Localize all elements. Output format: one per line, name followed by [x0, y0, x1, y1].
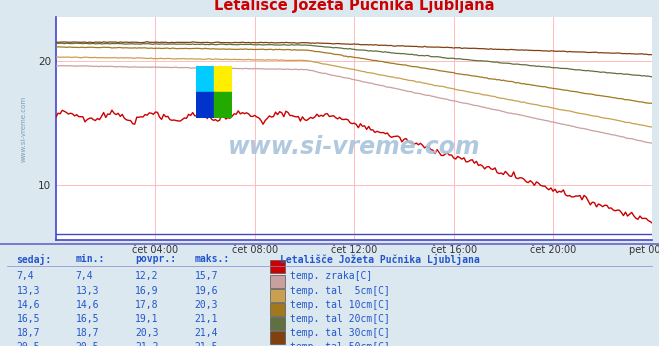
Text: 15,7: 15,7 [194, 271, 218, 281]
Text: 21,2: 21,2 [135, 342, 159, 346]
Text: 20,5: 20,5 [76, 342, 100, 346]
Text: min.:: min.: [76, 254, 105, 264]
Text: 18,7: 18,7 [76, 328, 100, 338]
Bar [270, 331, 285, 344]
Text: temp. tal 50cm[C]: temp. tal 50cm[C] [290, 342, 390, 346]
Text: maks.:: maks.: [194, 254, 229, 264]
Text: 19,1: 19,1 [135, 314, 159, 324]
Text: 7,4: 7,4 [76, 271, 94, 281]
Bar [270, 317, 285, 330]
Text: www.si-vreme.com: www.si-vreme.com [228, 135, 480, 159]
Text: 7,4: 7,4 [16, 271, 34, 281]
Text: 16,5: 16,5 [76, 314, 100, 324]
Text: Letališče Jožeta Pučnika Ljubljana: Letališče Jožeta Pučnika Ljubljana [280, 254, 480, 265]
Text: 19,6: 19,6 [194, 286, 218, 296]
Bar [196, 66, 214, 92]
Text: 16,5: 16,5 [16, 314, 40, 324]
Text: 20,3: 20,3 [135, 328, 159, 338]
Text: temp. zraka[C]: temp. zraka[C] [290, 271, 372, 281]
Text: 12,2: 12,2 [135, 271, 159, 281]
Text: 20,5: 20,5 [16, 342, 40, 346]
Text: 21,4: 21,4 [194, 328, 218, 338]
Title: Letališče Jožeta Pučnika Ljubljana: Letališče Jožeta Pučnika Ljubljana [214, 0, 494, 13]
Text: 13,3: 13,3 [16, 286, 40, 296]
Bar [270, 303, 285, 316]
Text: 18,7: 18,7 [16, 328, 40, 338]
Bar [270, 260, 285, 273]
Text: 14,6: 14,6 [16, 300, 40, 310]
Text: temp. tal 10cm[C]: temp. tal 10cm[C] [290, 300, 390, 310]
Text: sedaj:: sedaj: [16, 254, 51, 265]
Text: www.si-vreme.com: www.si-vreme.com [20, 96, 26, 162]
Text: povpr.:: povpr.: [135, 254, 176, 264]
Text: 21,5: 21,5 [194, 342, 218, 346]
Bar [196, 92, 214, 118]
Bar [270, 289, 285, 302]
Text: 20,3: 20,3 [194, 300, 218, 310]
Text: 16,9: 16,9 [135, 286, 159, 296]
Bar [214, 66, 232, 92]
Text: temp. tal 30cm[C]: temp. tal 30cm[C] [290, 328, 390, 338]
Text: 14,6: 14,6 [76, 300, 100, 310]
Bar [270, 275, 285, 288]
Bar [214, 92, 232, 118]
Text: temp. tal 20cm[C]: temp. tal 20cm[C] [290, 314, 390, 324]
Text: temp. tal  5cm[C]: temp. tal 5cm[C] [290, 286, 390, 296]
Text: 13,3: 13,3 [76, 286, 100, 296]
Text: 21,1: 21,1 [194, 314, 218, 324]
Text: 17,8: 17,8 [135, 300, 159, 310]
